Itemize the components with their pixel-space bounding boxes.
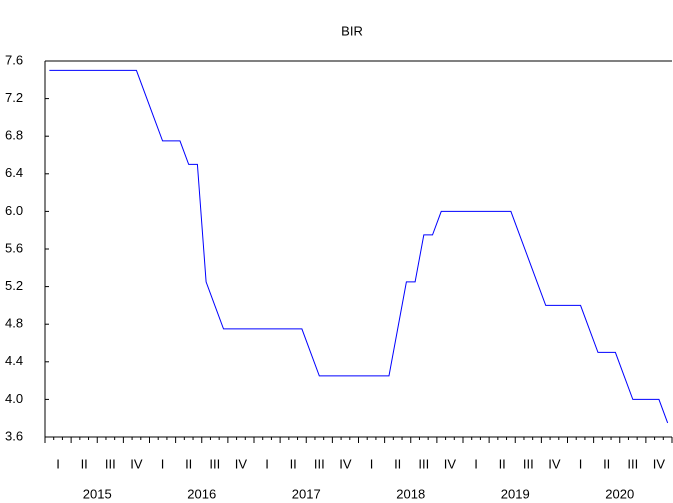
y-tick-label: 4.0 bbox=[5, 391, 23, 406]
chart-title: BIR bbox=[341, 23, 363, 38]
y-tick-label: 6.0 bbox=[5, 203, 23, 218]
y-tick-label: 7.2 bbox=[5, 90, 23, 105]
y-tick-label: 7.6 bbox=[5, 52, 23, 67]
x-tick-label: II bbox=[499, 456, 506, 471]
y-tick-label: 5.2 bbox=[5, 278, 23, 293]
x-tick-label: III bbox=[105, 456, 116, 471]
x-tick-label: I bbox=[474, 456, 478, 471]
y-tick-label: 6.4 bbox=[5, 165, 23, 180]
data-line bbox=[49, 69, 669, 424]
x-tick-label: III bbox=[523, 456, 534, 471]
x-tick-label: III bbox=[627, 456, 638, 471]
x-tick-label: II bbox=[290, 456, 297, 471]
x-tick-label: IV bbox=[444, 456, 457, 471]
x-tick-label: II bbox=[394, 456, 401, 471]
x-tick-label: III bbox=[418, 456, 429, 471]
x-tick-label: I bbox=[265, 456, 269, 471]
x-tick-label: IV bbox=[653, 456, 666, 471]
x-tick-label: IV bbox=[130, 456, 143, 471]
x-tick-label: IV bbox=[548, 456, 561, 471]
x-tick-label: I bbox=[161, 456, 165, 471]
x-tick-label: III bbox=[209, 456, 220, 471]
y-tick-label: 6.8 bbox=[5, 128, 23, 143]
x-tick-label: I bbox=[56, 456, 60, 471]
year-label: 2018 bbox=[396, 486, 425, 501]
year-label: 2015 bbox=[83, 486, 112, 501]
x-tick-label: IV bbox=[339, 456, 352, 471]
x-tick-label: II bbox=[603, 456, 610, 471]
year-label: 2020 bbox=[605, 486, 634, 501]
year-label: 2017 bbox=[292, 486, 321, 501]
year-label: 2019 bbox=[501, 486, 530, 501]
y-tick-label: 3.6 bbox=[5, 428, 23, 443]
year-label: 2016 bbox=[187, 486, 216, 501]
x-tick-label: I bbox=[579, 456, 583, 471]
x-tick-label: II bbox=[81, 456, 88, 471]
x-tick-label: II bbox=[185, 456, 192, 471]
x-tick-label: IV bbox=[235, 456, 248, 471]
y-tick-label: 4.8 bbox=[5, 316, 23, 331]
y-tick-label: 5.6 bbox=[5, 240, 23, 255]
x-tick-label: I bbox=[370, 456, 374, 471]
y-tick-label: 4.4 bbox=[5, 353, 23, 368]
x-tick-label: III bbox=[314, 456, 325, 471]
